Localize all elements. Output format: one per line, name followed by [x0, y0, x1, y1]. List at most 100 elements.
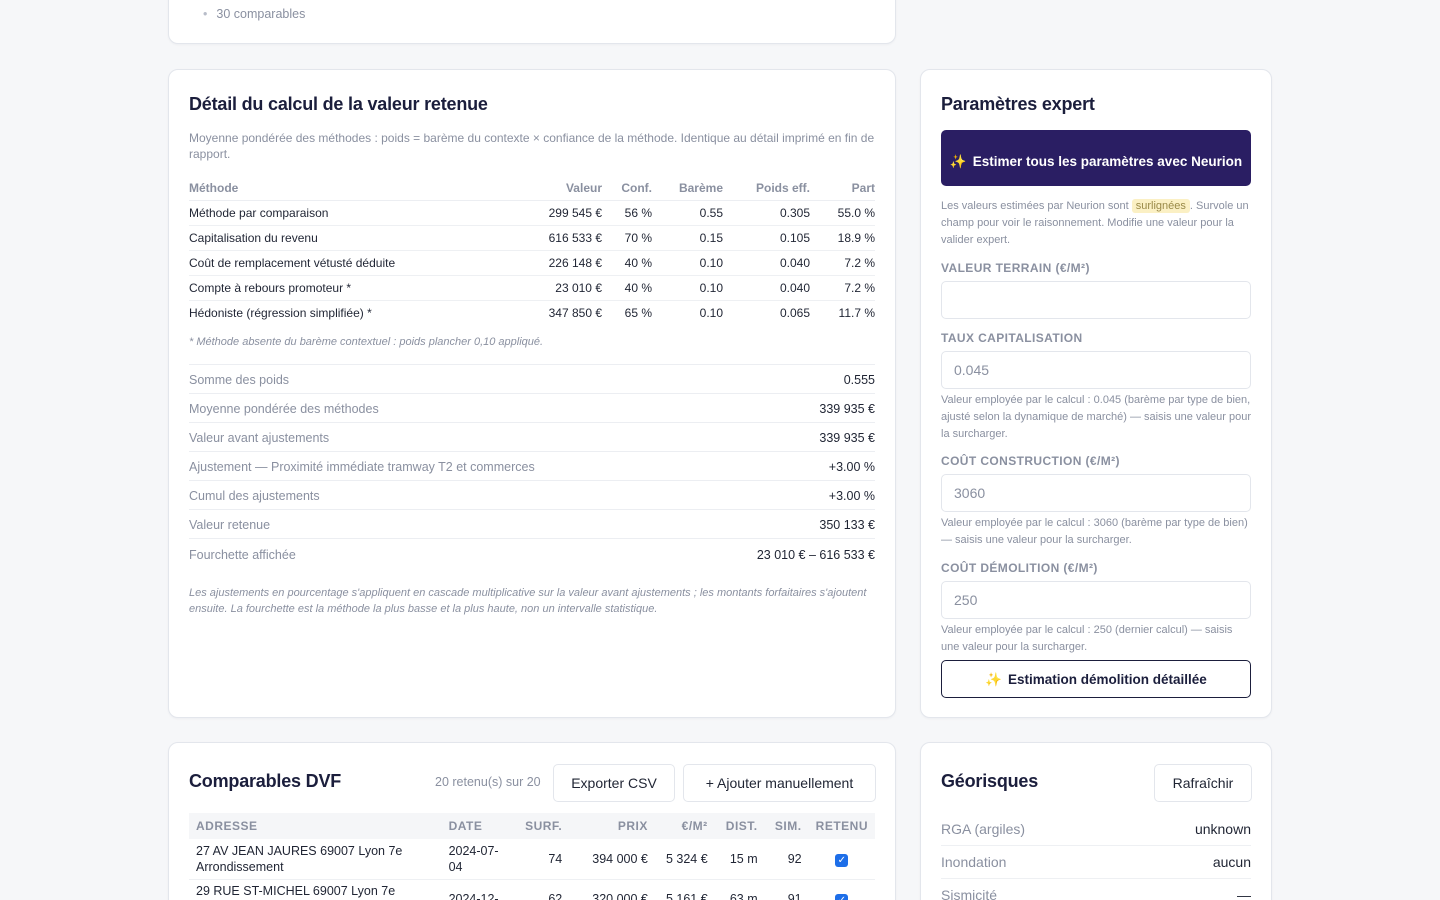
georisque-row: RGA (argiles) unknown — [941, 813, 1251, 846]
sparkle-icon: ✨ — [949, 154, 967, 169]
georisques-card: Géorisques Rafraîchir RGA (argiles) unkn… — [920, 742, 1272, 900]
method-row: Compte à rebours promoteur * 23 010 € 40… — [189, 275, 875, 301]
summary-list-item: 30 comparables — [216, 7, 305, 21]
georisque-row: Sismicité — — [941, 879, 1251, 900]
method-poids: 0.040 — [723, 250, 810, 276]
retained-checkbox[interactable]: ✓ — [835, 894, 849, 900]
dvf-row: 29 RUE ST-MICHEL 69007 Lyon 7e Arrondiss… — [189, 879, 875, 900]
methods-table-header: Méthode Valeur Conf. Barème Poids eff. P… — [189, 178, 875, 201]
georisque-label: Sismicité — [941, 887, 998, 900]
method-value: 616 533 € — [499, 225, 602, 251]
georisque-row: Inondation aucun — [941, 846, 1251, 879]
header-address[interactable]: ADRESSE — [196, 819, 258, 833]
dvf-table-header: ADRESSE DATE SURF. PRIX €/M² DIST. SIM. … — [189, 813, 875, 839]
summary-value: 339 935 € — [819, 431, 875, 445]
adjustments-note: Les ajustements en pourcentage s'appliqu… — [189, 587, 867, 615]
summary-value: 350 133 € — [819, 518, 875, 532]
method-bareme: 0.10 — [652, 250, 723, 276]
calculation-detail-title: Détail du calcul de la valeur retenue — [189, 94, 488, 114]
construction-cost-input[interactable] — [941, 474, 1251, 512]
dvf-title: Comparables DVF — [189, 771, 342, 791]
header-distance[interactable]: DIST. — [725, 819, 758, 833]
summary-row: Somme des poids 0.555 — [189, 365, 875, 394]
header-similarity[interactable]: SIM. — [774, 819, 802, 833]
summary-value: 23 010 € – 616 533 € — [756, 547, 875, 562]
expert-parameters-card: Paramètres expert ✨ Estimer tous les para… — [920, 69, 1272, 718]
construction-cost-label: COÛT CONSTRUCTION (€/M²) — [941, 454, 1120, 468]
georisque-value: — — [1237, 887, 1251, 900]
dvf-surface: 74 — [511, 839, 570, 880]
header-retained[interactable]: RETENU — [815, 819, 868, 833]
method-poids: 0.105 — [723, 225, 810, 251]
header-price-m2[interactable]: €/M² — [681, 819, 708, 833]
method-name: Capitalisation du revenu — [189, 225, 499, 251]
export-csv-button[interactable]: Exporter CSV — [553, 764, 675, 802]
method-footnote: * Méthode absente du barème contextuel :… — [189, 336, 544, 348]
summary-row: Cumul des ajustements +3.00 % — [189, 481, 875, 510]
land-value-label: VALEUR TERRAIN (€/M²) — [941, 261, 1090, 275]
summary-value: 339 935 € — [819, 402, 875, 416]
demolition-cost-input[interactable] — [941, 581, 1251, 619]
detailed-demolition-button[interactable]: ✨ Estimation démolition détaillée — [941, 660, 1251, 698]
dvf-retained-cell: ✓ — [808, 839, 875, 880]
method-bareme: 0.10 — [652, 275, 723, 301]
add-manually-button[interactable]: + Ajouter manuellement — [683, 764, 876, 802]
method-row: Capitalisation du revenu 616 533 € 70 % … — [189, 225, 875, 251]
dvf-distance: 63 m — [714, 879, 765, 900]
method-row: Méthode par comparaison 299 545 € 56 % 0… — [189, 200, 875, 226]
dvf-address: 29 RUE ST-MICHEL 69007 Lyon 7e Arrondiss… — [189, 879, 442, 900]
summary-value: +3.00 % — [828, 489, 875, 503]
dvf-retained-count: 20 retenu(s) sur 20 — [435, 775, 541, 789]
georisque-label: RGA (argiles) — [941, 821, 1026, 837]
header-date[interactable]: DATE — [448, 819, 483, 833]
summary-label: Moyenne pondérée des méthodes — [189, 402, 379, 416]
header-conf: Conf. — [602, 178, 652, 201]
summary-row: Valeur retenue 350 133 € — [189, 510, 875, 539]
header-price[interactable]: PRIX — [617, 819, 648, 833]
method-conf: 56 % — [602, 200, 652, 226]
demolition-cost-help: Valeur employée par le calcul : 250 (der… — [941, 624, 1233, 653]
georisque-value: aucun — [1212, 854, 1251, 870]
method-part: 18.9 % — [810, 225, 875, 251]
summary-value: +3.00 % — [828, 460, 875, 474]
dvf-table: ADRESSE DATE SURF. PRIX €/M² DIST. SIM. … — [189, 813, 875, 900]
summary-label: Valeur retenue — [189, 518, 271, 532]
dvf-similarity: 92 — [764, 839, 809, 880]
dvf-row: 27 AV JEAN JAURES 69007 Lyon 7e Arrondis… — [189, 839, 875, 880]
dvf-price: 320 000 € — [569, 879, 655, 900]
header-value: Valeur — [499, 178, 602, 201]
header-poids: Poids eff. — [723, 178, 810, 201]
method-value: 226 148 € — [499, 250, 602, 276]
cap-rate-input[interactable] — [941, 351, 1251, 389]
dvf-similarity: 91 — [764, 879, 809, 900]
method-poids: 0.305 — [723, 200, 810, 226]
estimate-all-neurion-button[interactable]: ✨ Estimer tous les paramètres avec Neurio… — [941, 130, 1251, 186]
dvf-address: 27 AV JEAN JAURES 69007 Lyon 7e Arrondis… — [189, 839, 442, 880]
cap-rate-help: Valeur employée par le calcul : 0.045 (b… — [941, 394, 1251, 440]
method-name: Coût de remplacement vétusté déduite — [189, 250, 499, 276]
method-bareme: 0.15 — [652, 225, 723, 251]
method-conf: 70 % — [602, 225, 652, 251]
method-name: Compte à rebours promoteur * — [189, 275, 499, 301]
dvf-date: 2024-07-04 — [441, 839, 512, 880]
header-method: Méthode — [189, 178, 499, 201]
method-conf: 40 % — [602, 275, 652, 301]
method-poids: 0.040 — [723, 275, 810, 301]
header-surface[interactable]: SURF. — [525, 819, 563, 833]
retained-checkbox[interactable]: ✓ — [835, 853, 849, 867]
summary-label: Cumul des ajustements — [189, 489, 320, 503]
calculation-detail-intro: Moyenne pondérée des méthodes : poids = … — [189, 131, 875, 161]
method-bareme: 0.10 — [699, 306, 723, 321]
expert-parameters-title: Paramètres expert — [941, 94, 1095, 114]
summary-label: Somme des poids — [189, 373, 290, 387]
dvf-price-m2: 5 161 € — [654, 879, 715, 900]
summary-label: Fourchette affichée — [189, 547, 296, 562]
land-value-input[interactable] — [941, 281, 1251, 319]
cap-rate-label: TAUX CAPITALISATION — [941, 331, 1083, 345]
neurion-note-text: Les valeurs estimées par Neurion sont — [941, 200, 1132, 212]
summary-row: Valeur avant ajustements 339 935 € — [189, 423, 875, 452]
refresh-button[interactable]: Rafraîchir — [1154, 764, 1252, 802]
method-row: Coût de remplacement vétusté déduite 226… — [189, 250, 875, 276]
dvf-surface: 62 — [511, 879, 570, 900]
method-value: 23 010 € — [499, 275, 602, 301]
